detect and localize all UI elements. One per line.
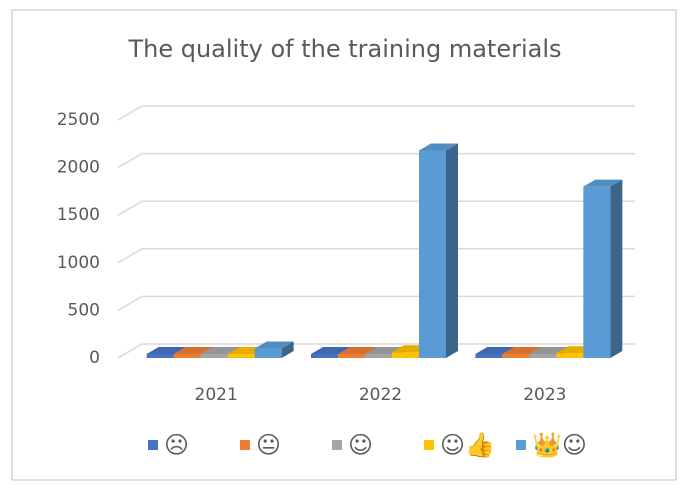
y-tick-label: 2000 xyxy=(57,158,100,178)
legend-swatch xyxy=(240,440,250,450)
grid-line xyxy=(117,200,635,216)
legend-swatch xyxy=(424,440,434,450)
legend-label: ☹ xyxy=(164,431,189,459)
bar-front xyxy=(365,354,392,358)
bar-front xyxy=(392,352,419,358)
bar-front xyxy=(227,354,255,358)
bar-front xyxy=(419,150,446,358)
bar-front xyxy=(311,354,338,358)
y-tick-label: 1500 xyxy=(57,205,100,225)
bar-front xyxy=(338,354,365,358)
bar-front xyxy=(583,186,611,358)
bar-top xyxy=(583,179,623,187)
y-tick-label: 0 xyxy=(89,348,100,368)
bar-top xyxy=(475,347,515,354)
bar-top xyxy=(146,347,186,354)
chart-frame xyxy=(11,9,677,481)
grid-line xyxy=(117,343,635,359)
grid-line xyxy=(117,295,635,312)
bar-side xyxy=(610,179,623,358)
legend-swatch xyxy=(516,440,526,450)
x-tick-label: 2022 xyxy=(359,385,402,405)
y-tick-label: 1000 xyxy=(57,253,100,273)
bar xyxy=(254,341,294,358)
bar-top xyxy=(419,143,458,151)
bar-front xyxy=(254,348,282,358)
bar-side xyxy=(446,143,458,358)
y-tick-label: 500 xyxy=(68,300,100,320)
bar-top xyxy=(502,347,542,354)
legend-label: 😐 xyxy=(256,431,281,459)
bar-front xyxy=(475,354,503,358)
bar-front xyxy=(556,353,584,358)
bar-front xyxy=(502,354,530,358)
x-tick-label: 2023 xyxy=(523,385,566,405)
legend-swatch xyxy=(332,440,342,450)
y-tick-label: 2500 xyxy=(57,110,100,130)
bar-top xyxy=(311,347,350,354)
legend-label: ☺ xyxy=(348,431,373,459)
bar-front xyxy=(173,354,201,358)
bar-front xyxy=(146,354,174,358)
chart-title: The quality of the training materials xyxy=(127,35,561,63)
bar xyxy=(583,179,623,358)
legend-swatch xyxy=(148,440,158,450)
bar-top xyxy=(254,341,294,349)
grid-line xyxy=(117,152,635,169)
bar-top xyxy=(173,347,213,354)
legend-label: 👑☺ xyxy=(532,431,587,459)
x-tick-label: 2021 xyxy=(195,385,238,405)
legend-label: ☺👍 xyxy=(440,431,495,459)
bar-top xyxy=(200,347,240,354)
bar-top xyxy=(338,347,377,354)
bar xyxy=(419,143,458,358)
bar-front xyxy=(200,354,228,358)
grid-line xyxy=(117,248,635,264)
grid-line xyxy=(117,105,635,121)
bar-front xyxy=(529,354,557,358)
bar-side xyxy=(281,341,294,358)
